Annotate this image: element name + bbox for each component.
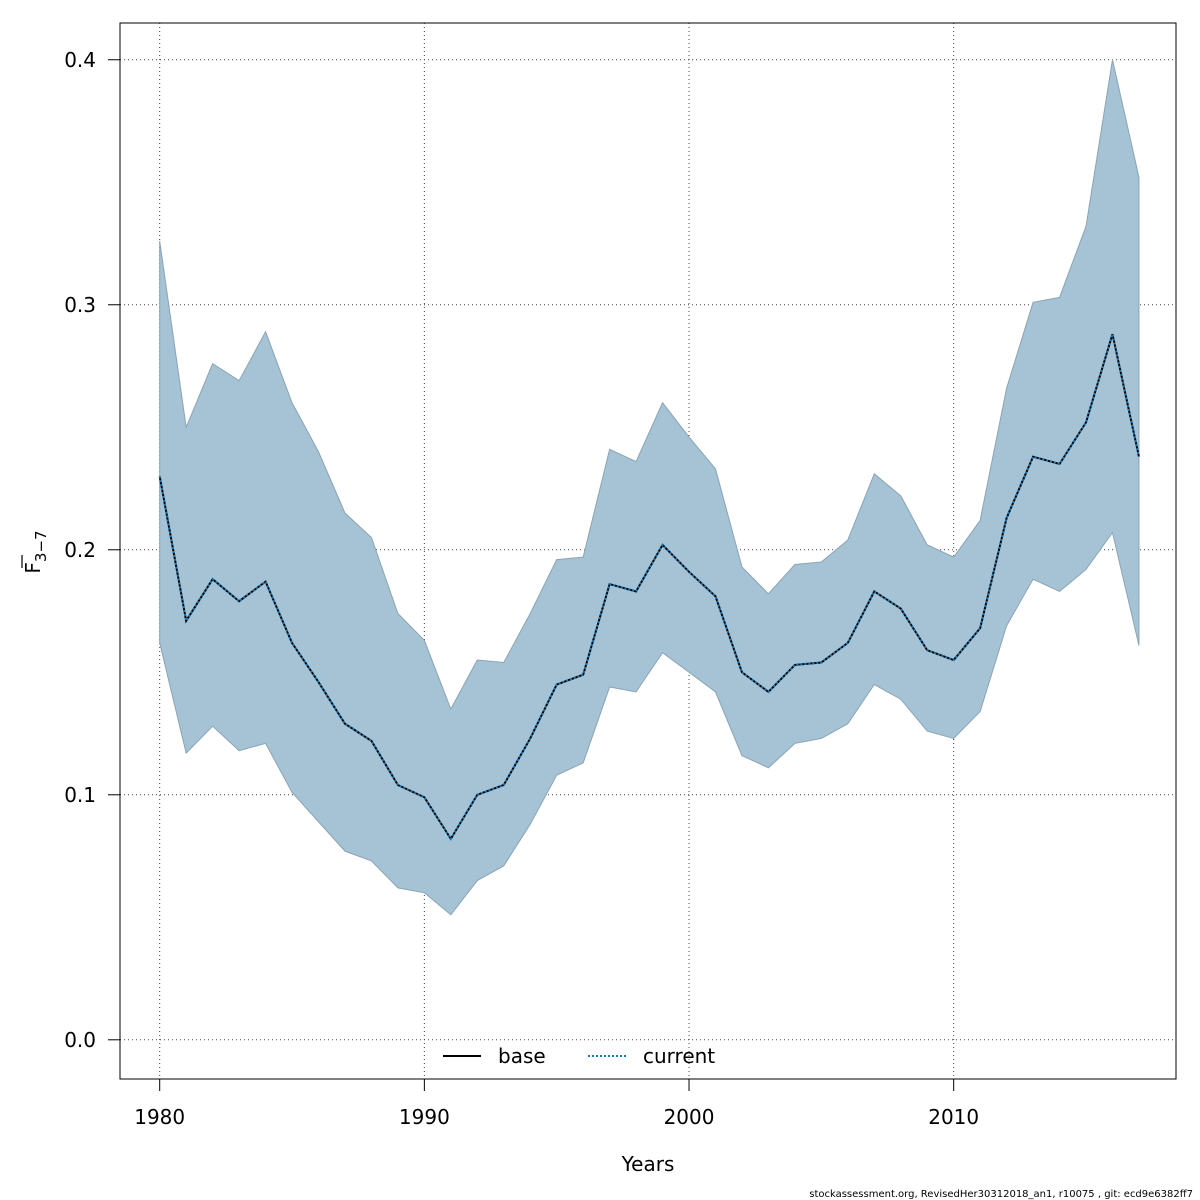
y-axis: 0.0 0.1 0.2 0.3 0.4 [64, 48, 121, 1052]
y-axis-title: F3−7 [21, 530, 50, 573]
x-tick-label: 1990 [399, 1105, 450, 1129]
x-axis-title: Years [621, 1152, 675, 1176]
footer-note: stockassessment.org, RevisedHer30312018_… [809, 1189, 1193, 1200]
y-tick-label: 0.3 [64, 293, 96, 317]
y-tick-label: 0.0 [64, 1028, 96, 1052]
y-axis-title-base: F [21, 562, 45, 574]
x-tick-label: 1980 [134, 1105, 185, 1129]
y-axis-title-subscript: 3−7 [32, 530, 50, 562]
x-tick-label: 2010 [928, 1105, 979, 1129]
svg-text:F3−7: F3−7 [21, 530, 50, 573]
confidence-band [159, 59, 1140, 916]
x-tick-label: 2000 [664, 1105, 715, 1129]
legend-current-label: current [643, 1044, 715, 1068]
y-tick-label: 0.4 [64, 48, 96, 72]
legend-base-label: base [498, 1044, 546, 1068]
y-tick-label: 0.2 [64, 538, 96, 562]
series-line-current [158, 333, 1140, 841]
x-axis: 1980 1990 2000 2010 [134, 1078, 979, 1129]
y-tick-label: 0.1 [64, 783, 96, 807]
series-lines [158, 333, 1140, 841]
legend: base current [443, 1044, 715, 1068]
